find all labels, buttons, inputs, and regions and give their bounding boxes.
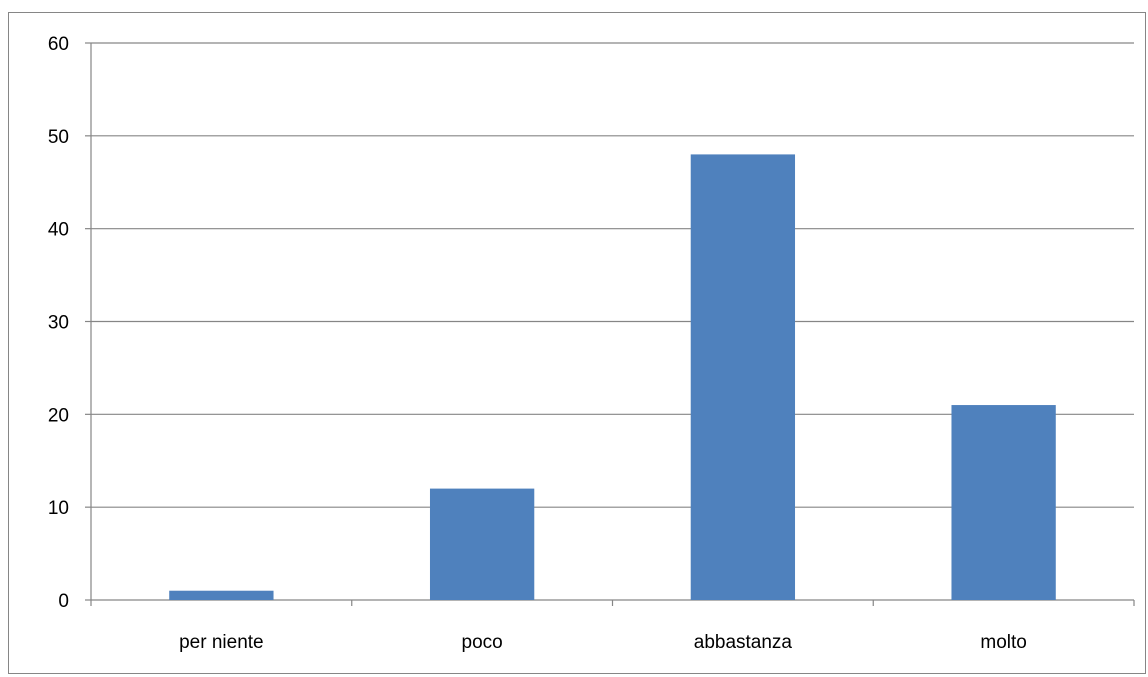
x-tick-label: per niente	[179, 632, 264, 653]
y-tick-label: 50	[48, 127, 69, 148]
y-tick-label: 30	[48, 313, 69, 334]
y-tick-label: 20	[48, 405, 69, 426]
bar-molto	[951, 405, 1056, 600]
x-tick-labels: per niente poco abbastanza molto	[179, 632, 1027, 653]
bar-per-niente	[169, 590, 274, 600]
bar-abbastanza	[690, 154, 796, 600]
y-axis	[85, 42, 92, 601]
y-tick-label: 40	[48, 220, 69, 241]
bar-poco	[429, 488, 535, 600]
x-tick-label: molto	[980, 632, 1026, 653]
x-tick-label: abbastanza	[694, 632, 793, 653]
x-axis	[90, 599, 1135, 606]
bars	[169, 154, 1056, 600]
y-tick-label: 0	[58, 591, 69, 612]
y-tick-labels: 0 10 20 30 40 50 60	[48, 34, 69, 612]
x-tick-label: poco	[462, 632, 503, 653]
y-tick-label: 60	[48, 34, 69, 55]
y-tick-label: 10	[48, 498, 69, 519]
